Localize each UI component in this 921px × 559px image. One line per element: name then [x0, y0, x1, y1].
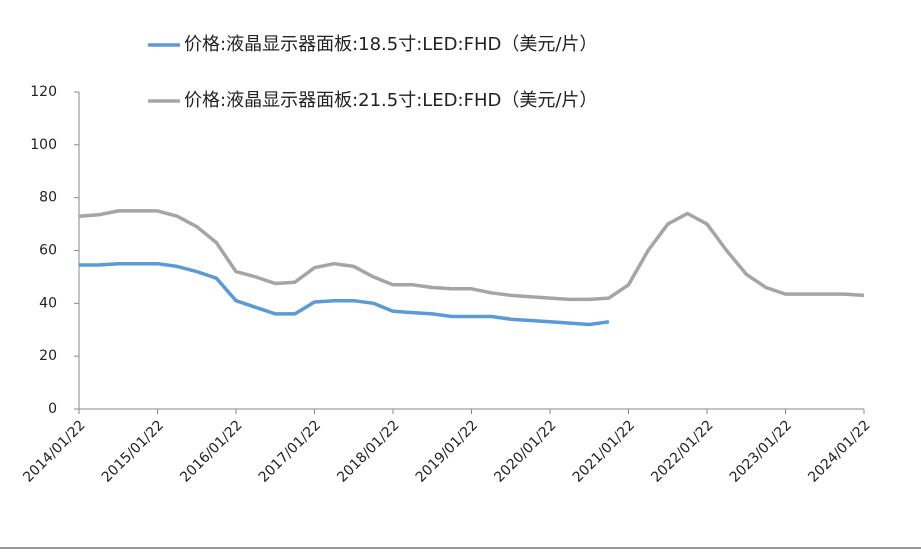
- x-tick-label: 2015/01/22: [99, 417, 167, 485]
- y-tick-label: 0: [48, 401, 57, 417]
- x-tick-label: 2019/01/22: [413, 417, 481, 485]
- x-tick-label: 2023/01/22: [727, 417, 795, 485]
- x-tick-label: 2021/01/22: [570, 417, 638, 485]
- y-tick-label: 60: [39, 243, 57, 259]
- legend-label: 价格:液晶显示器面板:21.5寸:LED:FHD（美元/片）: [184, 90, 597, 111]
- y-tick-label: 120: [30, 84, 57, 100]
- legend-label: 价格:液晶显示器面板:18.5寸:LED:FHD（美元/片）: [184, 34, 597, 55]
- y-tick-label: 80: [39, 190, 57, 206]
- x-tick-label: 2017/01/22: [256, 417, 324, 485]
- x-tick-label: 2018/01/22: [334, 417, 402, 485]
- y-tick-label: 20: [39, 348, 57, 364]
- x-tick-label: 2024/01/22: [805, 417, 873, 485]
- series-line: [79, 261, 610, 327]
- x-tick-label: 2022/01/22: [648, 417, 716, 485]
- x-tick-label: 2016/01/22: [177, 417, 245, 485]
- x-tick-label: 2020/01/22: [491, 417, 559, 485]
- y-tick-label: 100: [30, 137, 57, 153]
- series-line: [78, 209, 865, 302]
- x-tick-label: 2014/01/22: [20, 417, 88, 485]
- y-tick-label: 40: [39, 295, 57, 311]
